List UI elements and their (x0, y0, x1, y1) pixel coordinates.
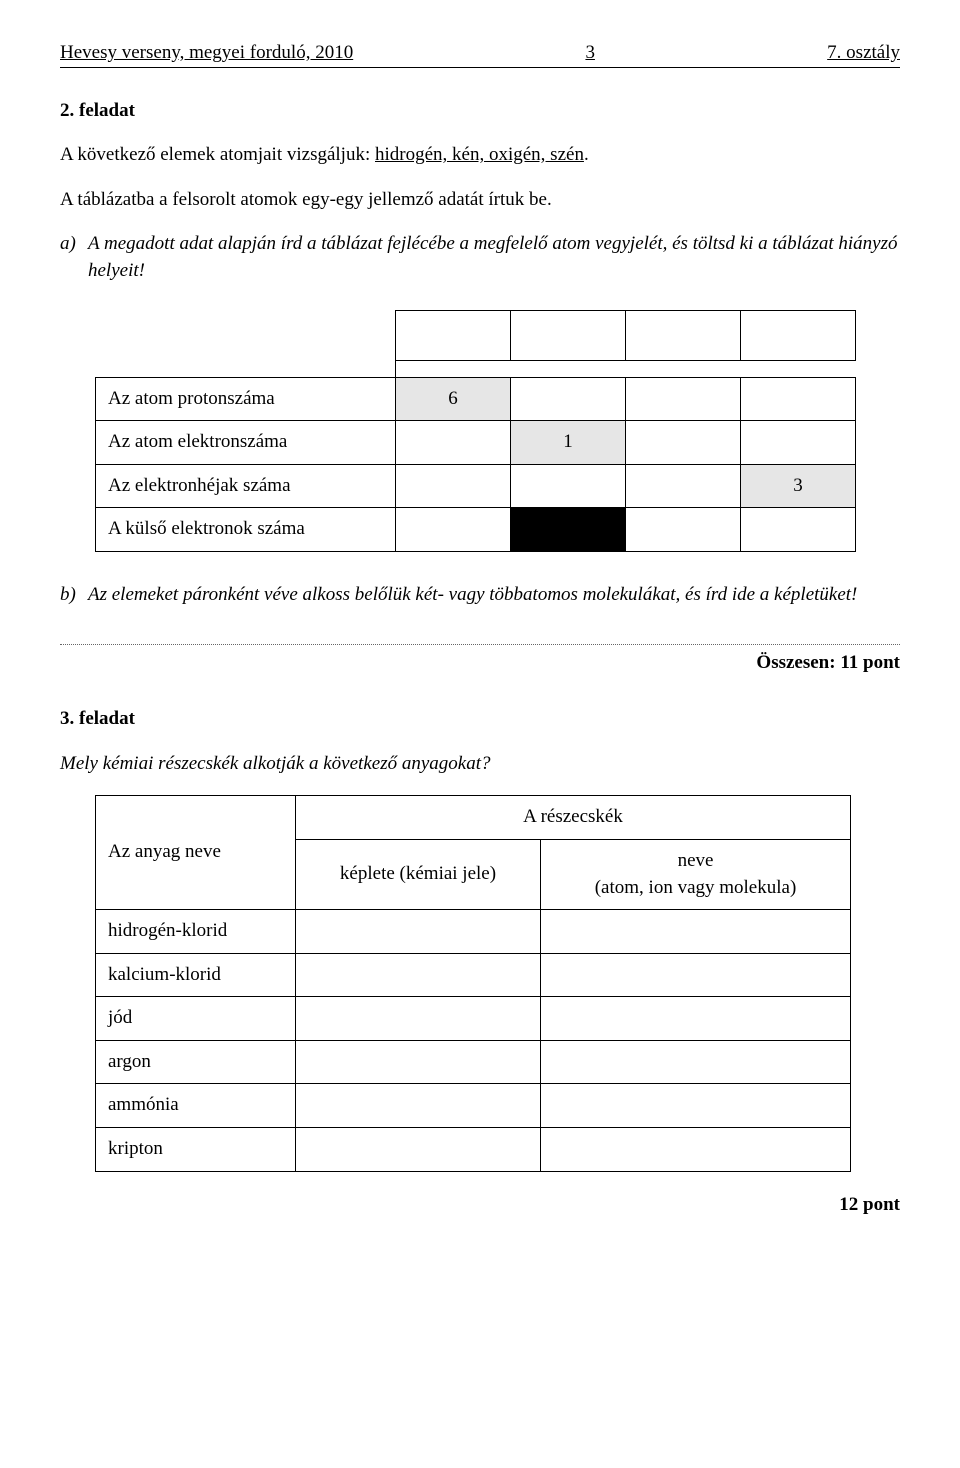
task2-a-label: a) (60, 231, 88, 284)
task2-total: Összesen: 11 pont (60, 650, 900, 677)
table1-cell (741, 508, 856, 552)
task2-a-text: A megadott adat alapján írd a táblázat f… (88, 231, 900, 284)
table1-header-cell (626, 310, 741, 360)
header-left: Hevesy verseny, megyei forduló, 2010 (60, 40, 353, 67)
table2-header-group: A részecskék (296, 796, 851, 840)
table2-row: jód (96, 997, 851, 1041)
table2-cell (541, 910, 851, 954)
table1-cell (741, 421, 856, 465)
table2-cell (296, 953, 541, 997)
task2-intro: A következő elemek atomjait vizsgáljuk: … (60, 142, 900, 169)
table1-header-cell (741, 310, 856, 360)
header-page-number: 3 (585, 40, 595, 67)
table1-header-cell (511, 310, 626, 360)
table2-cell (541, 1040, 851, 1084)
table1-cell: 3 (741, 464, 856, 508)
task2-line2: A táblázatba a felsorolt atomok egy-egy … (60, 187, 900, 214)
table2-header-kind: neve (atom, ion vagy molekula) (541, 839, 851, 909)
task2-intro-prefix: A következő elemek atomjait vizsgáljuk: (60, 144, 375, 165)
table2-name: jód (96, 997, 296, 1041)
table1-row-label: A külső elektronok száma (96, 508, 396, 552)
task2-intro-suffix: . (584, 144, 589, 165)
table2-name: ammónia (96, 1084, 296, 1128)
table1-row: A külső elektronok száma (96, 508, 856, 552)
table1-cell (396, 421, 511, 465)
task2-b-label: b) (60, 582, 88, 609)
task2-title: 2. feladat (60, 98, 900, 125)
task3-total: 12 pont (60, 1192, 900, 1219)
table1-cell (511, 464, 626, 508)
task3-question: Mely kémiai részecskék alkotják a követk… (60, 751, 900, 778)
table2-cell (296, 910, 541, 954)
task2-part-a: a) A megadott adat alapján írd a tábláza… (60, 231, 900, 284)
table1-cell (396, 464, 511, 508)
table2-header-kind-l1: neve (678, 850, 714, 871)
page-header: Hevesy verseny, megyei forduló, 2010 3 7… (60, 40, 900, 68)
table1-row: Az atom protonszáma 6 (96, 377, 856, 421)
table1-cell (511, 377, 626, 421)
table1-row: Az elektronhéjak száma 3 (96, 464, 856, 508)
table2-cell (541, 997, 851, 1041)
table1-cell (626, 464, 741, 508)
table2-row: kripton (96, 1128, 851, 1172)
table2-cell (541, 953, 851, 997)
table1-cell (741, 377, 856, 421)
table1-cell (396, 508, 511, 552)
table2-name: kripton (96, 1128, 296, 1172)
table2-cell (296, 997, 541, 1041)
table2-header-name: Az anyag neve (96, 796, 296, 910)
table1-cell (626, 421, 741, 465)
table2-header-kind-l2: (atom, ion vagy molekula) (595, 877, 797, 898)
table1-row: Az atom elektronszáma 1 (96, 421, 856, 465)
task2-part-b: b) Az elemeket páronként véve alkoss bel… (60, 582, 900, 609)
table1-row-label: Az atom protonszáma (96, 377, 396, 421)
table2-cell (296, 1040, 541, 1084)
table2-row: kalcium-klorid (96, 953, 851, 997)
table1-cell: 6 (396, 377, 511, 421)
table2-row: hidrogén-klorid (96, 910, 851, 954)
table2-cell (541, 1084, 851, 1128)
table2-name: hidrogén-klorid (96, 910, 296, 954)
table1-cell: 1 (511, 421, 626, 465)
table2-cell (541, 1128, 851, 1172)
task3-title: 3. feladat (60, 706, 900, 733)
table2-header-formula: képlete (kémiai jele) (296, 839, 541, 909)
table2-name: argon (96, 1040, 296, 1084)
task2-elements: hidrogén, kén, oxigén, szén (375, 144, 584, 165)
task3-table: Az anyag neve A részecskék képlete (kémi… (95, 795, 851, 1171)
table2-name: kalcium-klorid (96, 953, 296, 997)
table1-cell-black (511, 508, 626, 552)
table1-row-label: Az atom elektronszáma (96, 421, 396, 465)
table1-cell (626, 377, 741, 421)
task2-table: Az atom protonszáma 6 Az atom elektronsz… (60, 310, 900, 552)
table1-header-cell (396, 310, 511, 360)
table1-cell (626, 508, 741, 552)
table1-row-label: Az elektronhéjak száma (96, 464, 396, 508)
table2-cell (296, 1128, 541, 1172)
table2-cell (296, 1084, 541, 1128)
header-right: 7. osztály (827, 40, 900, 67)
answer-line (60, 627, 900, 645)
table2-row: ammónia (96, 1084, 851, 1128)
table2-row: argon (96, 1040, 851, 1084)
task2-b-text: Az elemeket páronként véve alkoss belőlü… (88, 582, 900, 609)
